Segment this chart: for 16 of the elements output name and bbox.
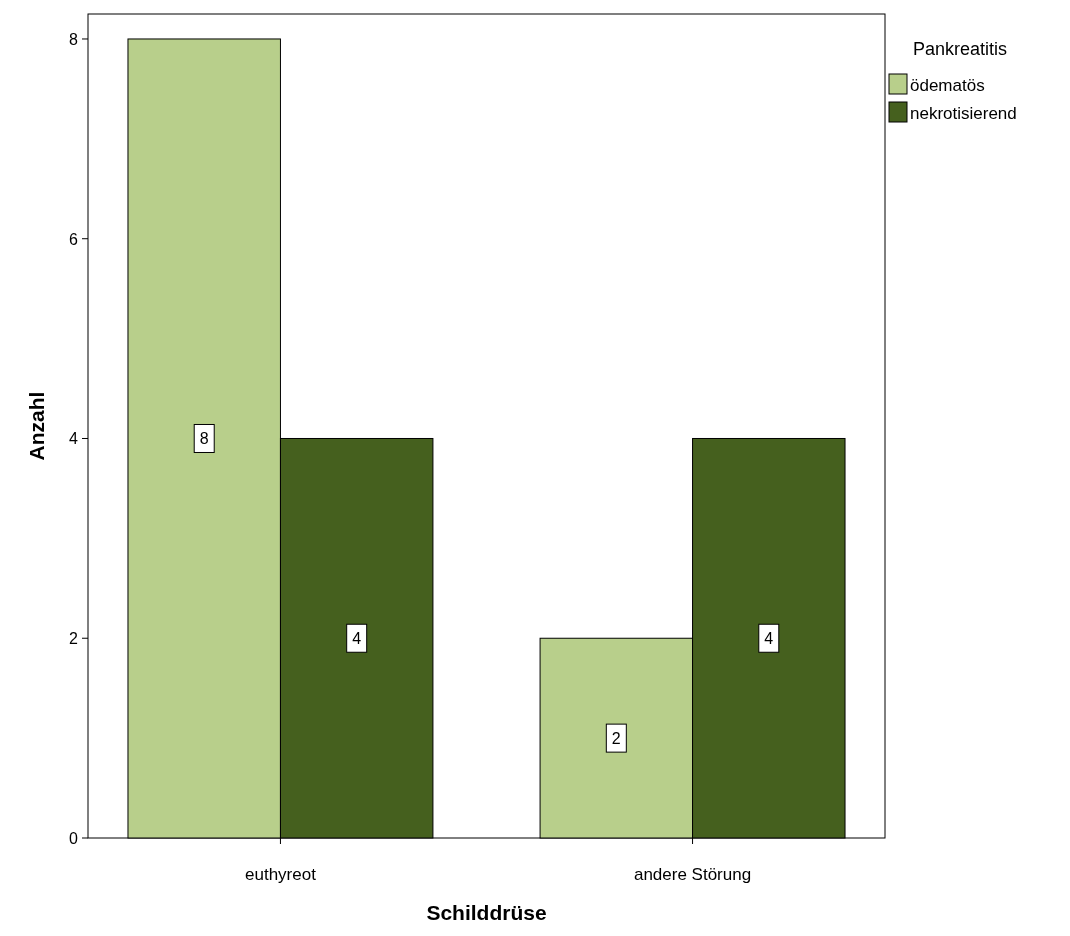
x-tick-label: euthyreot — [245, 865, 317, 884]
y-tick-label: 2 — [69, 630, 79, 648]
y-tick-label: 0 — [69, 830, 79, 847]
data-label: 2 — [611, 730, 621, 748]
data-label: 4 — [764, 630, 774, 648]
y-tick-label: 4 — [69, 430, 79, 448]
legend-label: ödematös — [910, 76, 985, 95]
x-axis-title: Schilddrüse — [426, 901, 547, 924]
x-tick-label: andere Störung — [633, 865, 752, 884]
y-tick-label: 8 — [69, 30, 79, 48]
data-label: 8 — [199, 430, 209, 448]
y-axis-title: Anzahl — [25, 391, 48, 461]
legend-title: Pankreatitis — [913, 39, 1008, 59]
legend-label: nekrotisierend — [910, 104, 1017, 123]
data-label: 4 — [352, 630, 362, 648]
y-tick-label: 6 — [69, 230, 79, 248]
